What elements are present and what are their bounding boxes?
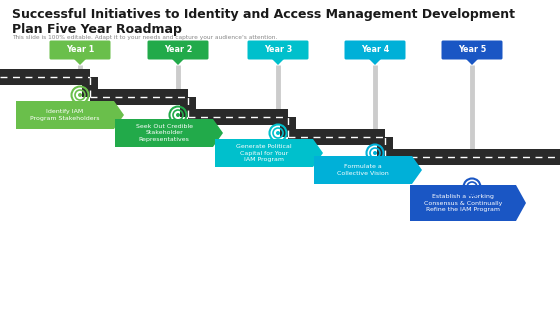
Text: Seek Out Credible
Stakeholder
Representatives: Seek Out Credible Stakeholder Representa…	[136, 124, 193, 142]
Polygon shape	[271, 58, 285, 65]
Bar	[90, 89, 188, 105]
Text: Successful Initiatives to Identity and Access Management Development
Plan Five Y: Successful Initiatives to Identity and A…	[12, 8, 515, 37]
Text: Establish a Working
Consensus & Continually
Refine the IAM Program: Establish a Working Consensus & Continua…	[424, 194, 502, 212]
Circle shape	[78, 93, 82, 97]
Bar	[180, 97, 196, 117]
Bar	[82, 77, 98, 97]
Bar	[0, 69, 90, 85]
Text: Generate Political
Capital for Your
IAM Program: Generate Political Capital for Your IAM …	[236, 144, 292, 162]
Text: Year 5: Year 5	[458, 45, 486, 54]
Polygon shape	[115, 119, 223, 147]
FancyBboxPatch shape	[147, 41, 208, 60]
Text: Formulate a
Collective Vision: Formulate a Collective Vision	[337, 164, 389, 175]
Text: Year 4: Year 4	[361, 45, 389, 54]
Polygon shape	[368, 58, 382, 65]
Polygon shape	[16, 101, 124, 129]
Text: Year 1: Year 1	[66, 45, 94, 54]
Text: Year 3: Year 3	[264, 45, 292, 54]
Polygon shape	[215, 139, 323, 167]
FancyBboxPatch shape	[441, 41, 502, 60]
Circle shape	[470, 185, 474, 189]
Bar	[385, 149, 560, 165]
Polygon shape	[171, 58, 185, 65]
Polygon shape	[314, 156, 422, 184]
Bar	[188, 109, 288, 125]
Bar	[377, 137, 393, 157]
FancyBboxPatch shape	[49, 41, 110, 60]
Circle shape	[276, 131, 280, 135]
Polygon shape	[410, 185, 526, 221]
Text: Identify IAM
Program Stakeholders: Identify IAM Program Stakeholders	[30, 109, 100, 121]
Bar	[288, 129, 385, 145]
Text: Year 2: Year 2	[164, 45, 192, 54]
Polygon shape	[465, 58, 479, 65]
Circle shape	[176, 113, 180, 117]
FancyBboxPatch shape	[248, 41, 309, 60]
Polygon shape	[73, 58, 87, 65]
Text: This slide is 100% editable. Adapt it to your needs and capture your audience's : This slide is 100% editable. Adapt it to…	[12, 35, 277, 40]
FancyBboxPatch shape	[344, 41, 405, 60]
Bar	[280, 117, 296, 137]
Circle shape	[373, 151, 377, 155]
